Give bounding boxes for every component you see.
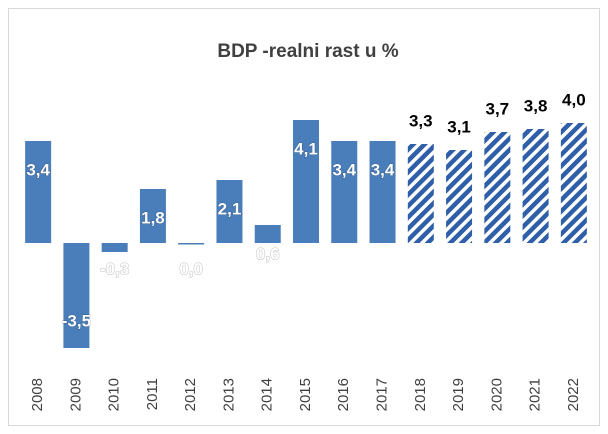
bar	[139, 189, 166, 243]
data-label: -3,5	[62, 311, 91, 330]
chart-title: BDP -realni rast u %	[217, 41, 398, 62]
bar	[216, 180, 243, 243]
data-label: 3,4	[26, 160, 50, 179]
data-label: 0,0	[179, 259, 203, 278]
data-label: 3,4	[371, 160, 395, 179]
x-tick-label: 2015	[297, 378, 314, 411]
data-label: 3,7	[486, 99, 510, 118]
bar	[369, 141, 396, 243]
bar	[446, 150, 473, 243]
bar	[178, 243, 205, 245]
data-label: 3,4	[332, 160, 356, 179]
x-tick-label: 2021	[527, 378, 544, 411]
x-tick-label: 2018	[412, 378, 429, 411]
bar	[254, 225, 281, 243]
x-tick-label: 2008	[29, 378, 46, 411]
data-label: -0,3	[100, 259, 129, 278]
bar	[484, 132, 511, 243]
x-tick-label: 2017	[374, 378, 391, 411]
x-tick-label: 2013	[220, 378, 237, 411]
x-tick-label: 2014	[259, 378, 276, 411]
x-tick-label: 2022	[565, 378, 582, 411]
bar	[560, 123, 587, 243]
x-tick-label: 2016	[335, 378, 352, 411]
bar	[407, 144, 434, 243]
x-tick-label: 2019	[450, 378, 467, 411]
data-label: 4,0	[562, 90, 586, 109]
data-label: 1,8	[141, 208, 165, 227]
bar	[522, 129, 549, 243]
data-label: 3,1	[447, 117, 471, 136]
data-label: 3,8	[524, 96, 548, 115]
bar	[63, 243, 90, 348]
data-label: 3,3	[409, 111, 433, 130]
x-tick-label: 2020	[488, 378, 505, 411]
data-label: 2,1	[218, 199, 242, 218]
bar	[25, 141, 52, 243]
x-tick-label: 2009	[67, 378, 84, 411]
data-label: 4,1	[294, 139, 318, 158]
bar	[101, 243, 128, 252]
bar	[331, 141, 358, 243]
x-tick-label: 2010	[106, 378, 123, 411]
bar	[293, 120, 319, 243]
x-tick-label: 2012	[182, 378, 199, 411]
data-label: 0,6	[256, 244, 280, 263]
x-tick-label: 2011	[144, 378, 161, 410]
